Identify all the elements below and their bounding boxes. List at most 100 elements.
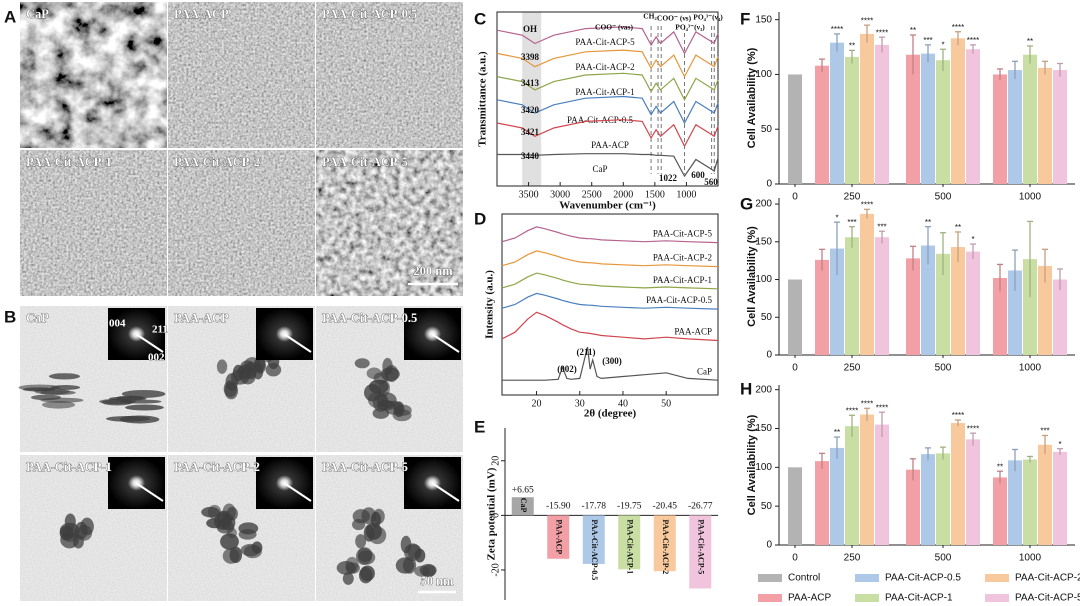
x-tick-label: 0 xyxy=(792,192,798,203)
legend-label: PAA-Cit-ACP-5 xyxy=(1015,593,1080,604)
significance: **** xyxy=(967,424,979,433)
y-axis-label: Zeta potential (mV) xyxy=(486,467,498,560)
trace xyxy=(501,250,719,268)
annotation: 3413 xyxy=(521,78,540,88)
bar xyxy=(966,49,980,184)
x-tick-label: 20 xyxy=(532,398,542,409)
bar xyxy=(815,461,829,545)
x-tick-label: 250 xyxy=(844,553,861,564)
particle xyxy=(216,359,228,374)
trace xyxy=(496,26,719,55)
y-tick-label: 0 xyxy=(490,513,501,518)
y-tick-label: 20 xyxy=(490,456,501,466)
annotation: PO₄³⁻(ν₄) xyxy=(693,13,723,22)
bar xyxy=(1053,451,1067,545)
significance: **** xyxy=(831,25,843,34)
x-tick-label: 50 xyxy=(661,398,671,409)
bar xyxy=(815,65,829,184)
bar xyxy=(875,424,889,545)
significance: ** xyxy=(910,26,916,35)
plot-frame xyxy=(501,213,719,396)
particle xyxy=(354,358,370,369)
significance: ** xyxy=(955,223,961,232)
x-tick-label: 0 xyxy=(792,363,798,374)
x-tick-label: 250 xyxy=(844,363,861,374)
particle xyxy=(240,543,261,557)
trace-label: PAA-Cit-ACP-1 xyxy=(653,275,712,285)
x-axis-label: 2θ (degree) xyxy=(584,408,637,420)
tem-label: PAA-Cit-ACP-5 xyxy=(322,460,408,474)
y-tick-label: 150 xyxy=(755,236,772,247)
annotation: PO₄³⁻(ν₃) xyxy=(675,23,705,32)
particle xyxy=(364,383,381,402)
legend-swatch xyxy=(985,574,1009,582)
bar xyxy=(1023,54,1037,184)
y-tick-label: 100 xyxy=(755,274,772,285)
bar xyxy=(1038,67,1052,184)
significance: **** xyxy=(952,23,964,32)
annotation: 560 xyxy=(704,177,718,187)
legend-label: PAA-Cit-ACP-2 xyxy=(1015,573,1080,584)
annotation: (002) xyxy=(557,364,577,374)
category-label: PAA-Cit-ACP-1 xyxy=(625,519,634,574)
particle xyxy=(105,415,150,422)
particle xyxy=(18,384,61,391)
y-axis-label: Cell Availability (%) xyxy=(746,47,758,148)
bar xyxy=(951,423,965,545)
category-label: PAA-Cit-ACP-2 xyxy=(661,519,670,574)
bar xyxy=(582,515,605,564)
trace-label: PAA-Cit-ACP-0.5 xyxy=(646,295,712,305)
beam-stop xyxy=(135,333,164,353)
significance: **** xyxy=(876,403,888,412)
x-tick-label: 1000 xyxy=(1019,192,1042,203)
particle xyxy=(414,565,430,577)
bar xyxy=(993,477,1007,545)
bar xyxy=(547,515,570,559)
bar xyxy=(618,515,641,570)
x-tick-label: 3500 xyxy=(519,189,539,200)
bar xyxy=(845,426,859,545)
sem-label: PAA-Cit-ACP-2 xyxy=(174,155,260,169)
y-tick-label: 100 xyxy=(755,69,772,80)
x-tick-label: 30 xyxy=(575,398,585,409)
category-label: PAA-Cit-ACP-0.5 xyxy=(590,519,599,580)
x-tick-label: 500 xyxy=(935,192,952,203)
x-tick-label: 1000 xyxy=(1019,553,1042,564)
bar xyxy=(936,60,950,184)
sem-label: PAA-Cit-ACP-0.5 xyxy=(322,7,417,21)
sem-image xyxy=(316,150,463,296)
significance: *** xyxy=(877,222,886,231)
particle xyxy=(59,522,80,539)
trace xyxy=(502,346,719,381)
value-label: -26.77 xyxy=(688,502,713,512)
trace-label: PAA-Cit-ACP-2 xyxy=(653,253,712,263)
trace xyxy=(501,226,719,244)
annotation: 1022 xyxy=(659,173,678,183)
legend-label: PAA-Cit-ACP-1 xyxy=(885,593,953,604)
significance: **** xyxy=(967,36,979,45)
sem-image xyxy=(168,2,315,148)
trace xyxy=(496,72,719,102)
tem-label: PAA-Cit-ACP-2 xyxy=(174,460,260,474)
significance: * xyxy=(835,213,838,222)
tem-label: PAA-Cit-ACP-1 xyxy=(26,460,112,474)
x-tick-label: 40 xyxy=(618,398,628,409)
particle xyxy=(72,534,84,549)
bar xyxy=(966,251,980,355)
particle xyxy=(237,365,253,380)
legend-swatch xyxy=(758,574,782,582)
bar xyxy=(1038,265,1052,355)
bar xyxy=(993,74,1007,184)
tem-label: PAA-Cit-ACP-0.5 xyxy=(322,311,417,325)
annotation: 3420 xyxy=(521,105,540,115)
legend-label: PAA-Cit-ACP-0.5 xyxy=(885,573,961,584)
bar xyxy=(511,497,534,516)
significance: ** xyxy=(997,462,1003,471)
trace-label: PAA-ACP xyxy=(591,140,629,150)
bar xyxy=(860,213,874,355)
value-label: -17.78 xyxy=(581,502,606,512)
y-tick-label: 50 xyxy=(761,124,773,135)
category-label: PAA-Cit-ACP-5 xyxy=(696,519,705,574)
bar xyxy=(860,33,874,184)
